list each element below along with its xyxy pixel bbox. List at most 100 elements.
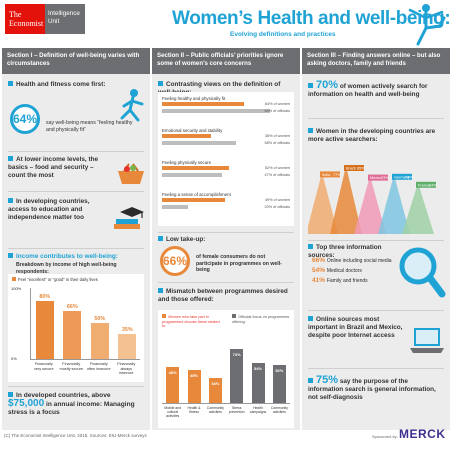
sponsor-label: Sponsored by:: [372, 434, 398, 439]
views-bar-wrap: 47% of officials: [162, 173, 290, 179]
divider: [158, 232, 294, 233]
income-bar: [35, 301, 54, 359]
section-2-panel: Section II – Public officials’ prioritie…: [152, 48, 300, 430]
source-item: 66% Online including social media: [312, 256, 402, 266]
section-1-heading: Section I – Definition of well-being var…: [2, 48, 150, 74]
yoga-woman-icon: [408, 4, 446, 46]
legend-officials: Officials focus on programmes offering:: [232, 314, 290, 324]
section-1-panel: Section I – Definition of well-being var…: [2, 48, 150, 430]
income-category-label: Financially very secure: [33, 362, 54, 371]
source-label: Family and friends: [326, 278, 368, 284]
views-bar-value: 52% of women: [264, 166, 290, 170]
divider: [308, 310, 444, 311]
divider: [8, 248, 144, 249]
views-chart: Feeling healthy and physically fit 64% of…: [158, 92, 294, 226]
divider: [8, 191, 144, 192]
income-amount: $75,000: [8, 398, 45, 409]
officials-bar: [162, 173, 223, 177]
s1-block5: In developed countries, above $75,000 in…: [8, 392, 135, 416]
country-label: France: [418, 183, 430, 187]
logo-primary: The Economist: [5, 4, 45, 34]
views-category-label: Feeling healthy and physically fit: [162, 96, 226, 101]
officials-bar: [162, 205, 188, 209]
s3-stat-70: 70%: [316, 79, 339, 91]
logo-secondary: Intelligence Unit: [45, 4, 85, 34]
country-triangle: [330, 166, 362, 234]
views-row: Emotional security and stability 38% of w…: [162, 128, 290, 147]
income-chart: Feel “excellent” or “good” in their dail…: [8, 274, 144, 382]
source-pct: 66%: [312, 257, 327, 264]
s1-block4-title: Income contributes to well-being:: [8, 253, 142, 261]
divider: [158, 282, 294, 283]
section-3-heading: Section III – Finding answers online – b…: [302, 48, 450, 74]
officials-bar: [162, 109, 270, 113]
views-row: Feeling healthy and physically fit 64% of…: [162, 96, 290, 115]
programme-bar-value: 54%: [253, 366, 262, 372]
women-programme-bar: [187, 369, 201, 403]
views-bar-value: 49% of women: [264, 198, 290, 202]
views-bar-wrap: 52% of women: [162, 166, 290, 172]
income-bar-value: 35%: [121, 326, 133, 333]
views-row: Feeling a sense of accomplishment 49% of …: [162, 192, 290, 211]
programme-bar-value: 52%: [275, 367, 284, 373]
s2-block3-title: Mismatch between programmes desired and …: [158, 288, 288, 303]
programme-category-label: Community activities: [206, 406, 224, 414]
women-programme-bar: [166, 367, 180, 403]
income-bar: [118, 333, 137, 359]
mismatch-labels-area: Mobile and cultural activities Health & f…: [162, 406, 290, 426]
women-bar: [162, 134, 211, 138]
mismatch-chart: Women who take part in programmes choose…: [158, 310, 294, 428]
income-bar: [90, 323, 109, 359]
s1-block1-title: Health and fitness come first:: [8, 81, 138, 89]
officials-programme-bar: [272, 364, 286, 403]
views-bar-wrap: 49% of women: [162, 198, 290, 204]
views-category-label: Emotional security and stability: [162, 128, 223, 133]
views-bar-value: 38% of women: [264, 134, 290, 138]
income-bar-value: 66%: [66, 304, 78, 311]
views-bar-value: 84% of officials: [264, 109, 290, 113]
source-label: Medical doctors: [326, 268, 362, 274]
source-item: 54% Medical doctors: [312, 266, 402, 276]
chart-legend: Feel “excellent” or “good” in their dail…: [12, 277, 98, 282]
s3-block4-title: Online sources most important in Brazil …: [308, 316, 403, 339]
header: The Economist Intelligence Unit Women’s …: [0, 0, 452, 46]
country-value: 74%: [405, 175, 413, 179]
mismatch-bars-area: 48% 45% 34% 73% 54% 52%: [162, 330, 290, 404]
s2-block2-text: of female consumers do not participate i…: [196, 254, 282, 273]
sources-list: 66% Online including social media 54% Med…: [312, 256, 402, 286]
s1-block3-title: In developing countries, access to educa…: [8, 198, 90, 221]
income-bar-value: 80%: [39, 294, 51, 301]
income-bar: [63, 311, 82, 359]
graduation-books-icon: [114, 207, 144, 229]
country-label: Germany: [394, 175, 410, 179]
views-bar-value: 64% of women: [264, 102, 290, 106]
officials-programme-bar: [251, 363, 265, 403]
country-value: 85%: [357, 167, 365, 171]
divider: [8, 386, 144, 387]
shopping-basket-icon: [118, 163, 144, 184]
country-value: 73%: [381, 176, 389, 180]
s3-stat-75: 75%: [316, 374, 339, 386]
country-label: India: [322, 173, 331, 177]
country-label: Mexico: [370, 176, 382, 180]
women-bar: [162, 198, 225, 202]
s1-stat-64: 64%: [10, 104, 40, 134]
views-bar-value: 47% of officials: [264, 173, 290, 177]
women-programme-bar: [208, 377, 222, 403]
source-item: 41% Family and friends: [312, 276, 402, 286]
programme-bar-value: 34%: [211, 380, 220, 386]
views-category-label: Feeling a sense of accomplishment: [162, 192, 231, 197]
merck-logo: MERCK: [399, 427, 446, 441]
section-3-panel: Section III – Finding answers online – b…: [302, 48, 450, 430]
programme-bar-value: 73%: [232, 351, 241, 357]
income-bars-area: 80% 66% 50% 35%: [30, 288, 140, 360]
programme-category-label: Community activities: [270, 406, 288, 414]
country-triangle: [354, 175, 386, 234]
country-label: Brazil: [346, 167, 356, 171]
source-label: Online including social media: [326, 258, 392, 264]
income-category-label: Financially often insecure: [86, 362, 111, 371]
divider: [8, 151, 144, 152]
views-bar-value: 58% of officials: [264, 141, 290, 145]
country-value: 77%: [333, 173, 341, 177]
